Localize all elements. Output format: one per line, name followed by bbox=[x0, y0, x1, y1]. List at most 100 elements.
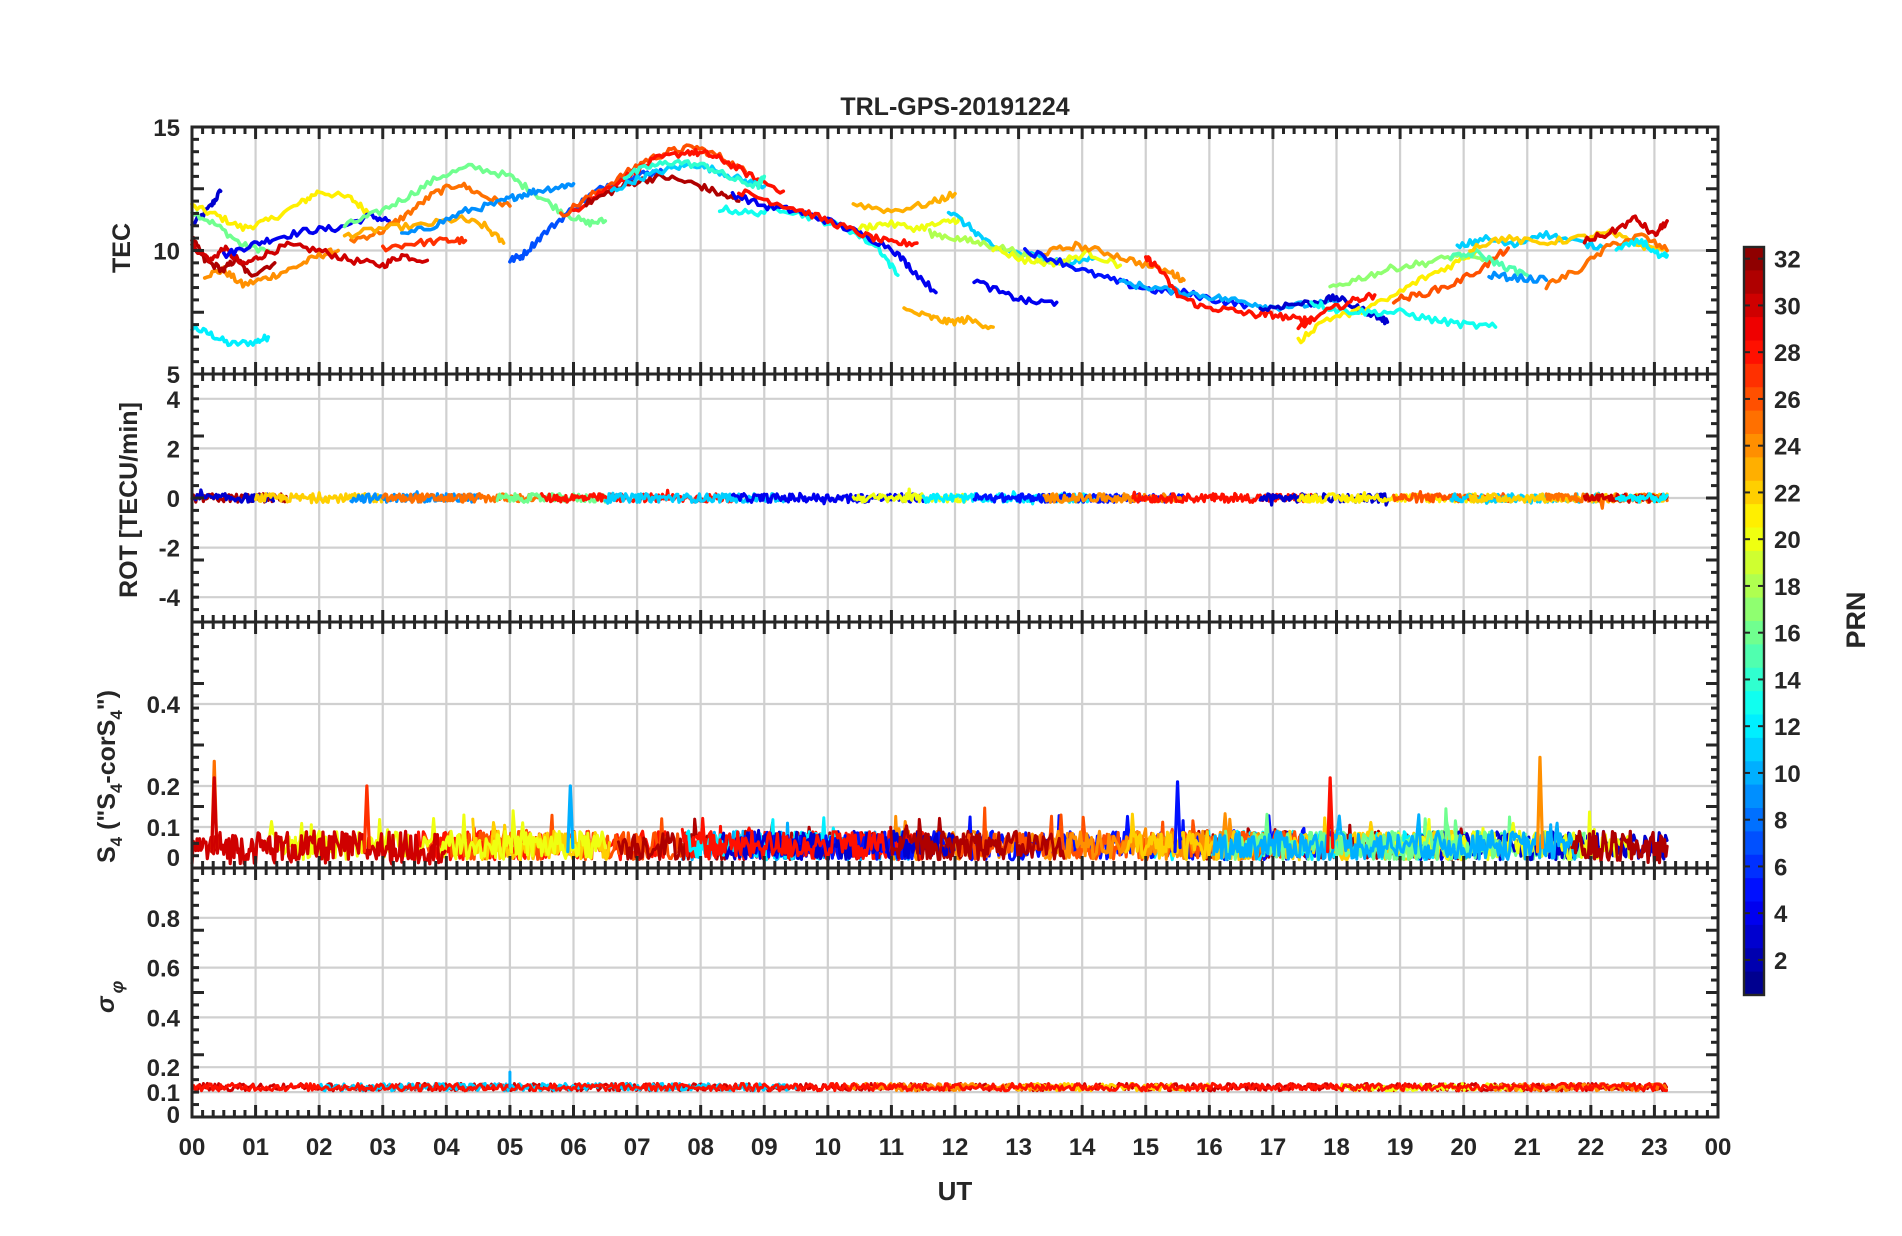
tec-series-prn-9 bbox=[399, 182, 576, 236]
x-tick-label: 09 bbox=[751, 1134, 778, 1161]
colorbar-tick-label: 30 bbox=[1774, 293, 1801, 320]
rot-ylabel: ROT [TECU/min] bbox=[115, 402, 143, 598]
tec-series-prn-13 bbox=[1309, 300, 1498, 330]
chart-title: TRL-GPS-20191224 bbox=[840, 93, 1069, 121]
tec-series-prn-25 bbox=[349, 181, 512, 244]
s4-series-prn-31 bbox=[889, 817, 1066, 862]
x-tick-label: 20 bbox=[1450, 1134, 1477, 1161]
tec-series-prn-28 bbox=[736, 188, 919, 248]
rot-series-prn-4 bbox=[730, 491, 925, 506]
s4-y-tick-labels: 0.4 0.2 0.1 0 bbox=[147, 692, 181, 872]
s4-ylabel: S4 ("S4-corS4") bbox=[93, 690, 126, 863]
x-tick-label: 17 bbox=[1260, 1134, 1287, 1161]
colorbar-tick-label: 2 bbox=[1774, 948, 1787, 975]
tec-series-prn-30 bbox=[190, 240, 430, 270]
colorbar-tick-label: 8 bbox=[1774, 808, 1787, 835]
tec-series-prn-23 bbox=[851, 190, 957, 215]
s4-spike-4 bbox=[1173, 780, 1182, 854]
colorbar-band-prn-12 bbox=[1744, 714, 1764, 739]
rot-y-tick-label: 2 bbox=[167, 436, 180, 463]
tec-series-prn-14 bbox=[622, 158, 767, 190]
colorbar-tick-label: 28 bbox=[1774, 340, 1801, 367]
colorbar-band-prn-20 bbox=[1744, 527, 1764, 552]
s4-series-prn-10 bbox=[1212, 813, 1578, 862]
rot-y-tick-label: 0 bbox=[167, 486, 180, 513]
tec-series-prn-11 bbox=[609, 162, 767, 193]
x-tick-label: 07 bbox=[624, 1134, 651, 1161]
s4-series-prn-28 bbox=[694, 816, 886, 861]
tec-series-prn-16 bbox=[342, 162, 608, 229]
colorbar-band-prn-4 bbox=[1744, 901, 1764, 926]
tec-series-prn-31 bbox=[584, 172, 741, 208]
s4-y-tick-label: 0.1 bbox=[147, 815, 180, 842]
sigma-series-prn-28 bbox=[190, 1081, 1668, 1093]
x-tick-label: 02 bbox=[306, 1134, 333, 1161]
colorbar-band-prn-8 bbox=[1744, 808, 1764, 832]
sigma_phi-y-tick-label: 0.6 bbox=[147, 956, 180, 983]
tec-grid bbox=[192, 127, 1718, 374]
tec-y-tick-labels: 15 10 5 bbox=[153, 115, 180, 389]
tec-series-prn-27 bbox=[380, 235, 468, 253]
rot-data bbox=[190, 487, 1669, 510]
sigma_phi-axes bbox=[190, 866, 1720, 1119]
colorbar-band-prn-16 bbox=[1744, 621, 1764, 645]
x-tick-label: 00 bbox=[1705, 1134, 1732, 1161]
sigma_phi-y-tick-label: 0.1 bbox=[147, 1080, 180, 1107]
colorbar-band-prn-21 bbox=[1744, 504, 1764, 529]
colorbar-band-prn-19 bbox=[1744, 550, 1764, 575]
tec-y-tick-label: 10 bbox=[153, 239, 180, 266]
colorbar-tick-label: 32 bbox=[1774, 247, 1801, 274]
tec-series-prn-30 bbox=[1582, 214, 1669, 245]
rot-series-prn-12 bbox=[1614, 492, 1669, 504]
tec-y-tick-label: 15 bbox=[153, 115, 180, 142]
s4-spike-1 bbox=[210, 776, 219, 854]
colorbar-frame bbox=[1742, 245, 1766, 997]
colorbar-band-prn-24 bbox=[1744, 434, 1764, 458]
tec-series-prn-15 bbox=[1449, 248, 1530, 278]
colorbar-band-prn-10 bbox=[1744, 761, 1764, 786]
colorbar-band-prn-1 bbox=[1744, 971, 1764, 996]
s4-spike-2 bbox=[362, 784, 371, 854]
colorbar-band-prn-26 bbox=[1744, 387, 1764, 412]
colorbar-band-prn-28 bbox=[1744, 340, 1764, 365]
x-tick-label: 19 bbox=[1387, 1134, 1414, 1161]
rot-y-tick-label: -2 bbox=[159, 536, 180, 563]
colorbar-tick-label: 20 bbox=[1774, 527, 1801, 554]
colorbar-band-prn-32 bbox=[1744, 247, 1764, 271]
tec-series-prn-24 bbox=[1042, 240, 1186, 284]
tec-series-prn-16 bbox=[190, 210, 271, 254]
s4-y-tick-label: 0.2 bbox=[147, 774, 180, 801]
s4-y-tick-label: 0 bbox=[167, 845, 180, 872]
sigma_phi-data bbox=[190, 1070, 1668, 1093]
tec-series-prn-28 bbox=[1144, 255, 1313, 325]
colorbar-tick-label: 18 bbox=[1774, 574, 1801, 601]
colorbar-band-prn-23 bbox=[1744, 457, 1764, 482]
colorbar-band-prn-17 bbox=[1744, 597, 1764, 622]
tec-series-prn-4 bbox=[972, 278, 1059, 307]
x-tick-labels: 00 01 02 03 04 05 06 07 08 09 10 11 12 13 14 15 16 17 18 19… bbox=[179, 1134, 1732, 1161]
colorbar-band-prn-18 bbox=[1744, 574, 1764, 599]
tec-series-prn-9 bbox=[1487, 270, 1549, 284]
colorbar-band-prn-2 bbox=[1744, 948, 1764, 973]
colorbar-band-prn-15 bbox=[1744, 644, 1764, 669]
tec-y-tick-label: 5 bbox=[167, 362, 180, 389]
panel-s4: 0.4 0.2 0.1 0 bbox=[147, 620, 1720, 872]
x-tick-label: 05 bbox=[497, 1134, 524, 1161]
rot-y-tick-label: 4 bbox=[167, 387, 181, 414]
rot-y-tick-labels: 4 2 0 -2 -4 bbox=[159, 387, 181, 612]
tec-series-prn-21 bbox=[190, 189, 372, 232]
x-tick-label: 03 bbox=[369, 1134, 396, 1161]
sigma_phi-grid bbox=[192, 868, 1718, 1117]
colorbar-tick-label: 22 bbox=[1774, 480, 1801, 507]
colorbar-tick-label: 14 bbox=[1774, 667, 1801, 694]
x-tick-label: 04 bbox=[433, 1134, 460, 1161]
x-tick-label: 16 bbox=[1196, 1134, 1223, 1161]
sigma_phi-y-tick-label: 0.8 bbox=[147, 906, 180, 933]
colorbar-band-prn-29 bbox=[1744, 317, 1764, 342]
colorbar-band-prn-7 bbox=[1744, 831, 1764, 856]
colorbar-band-prn-11 bbox=[1744, 737, 1764, 762]
tec-series-prn-21 bbox=[1296, 248, 1479, 345]
s4-data bbox=[190, 755, 1669, 866]
tec-data bbox=[190, 143, 1669, 348]
